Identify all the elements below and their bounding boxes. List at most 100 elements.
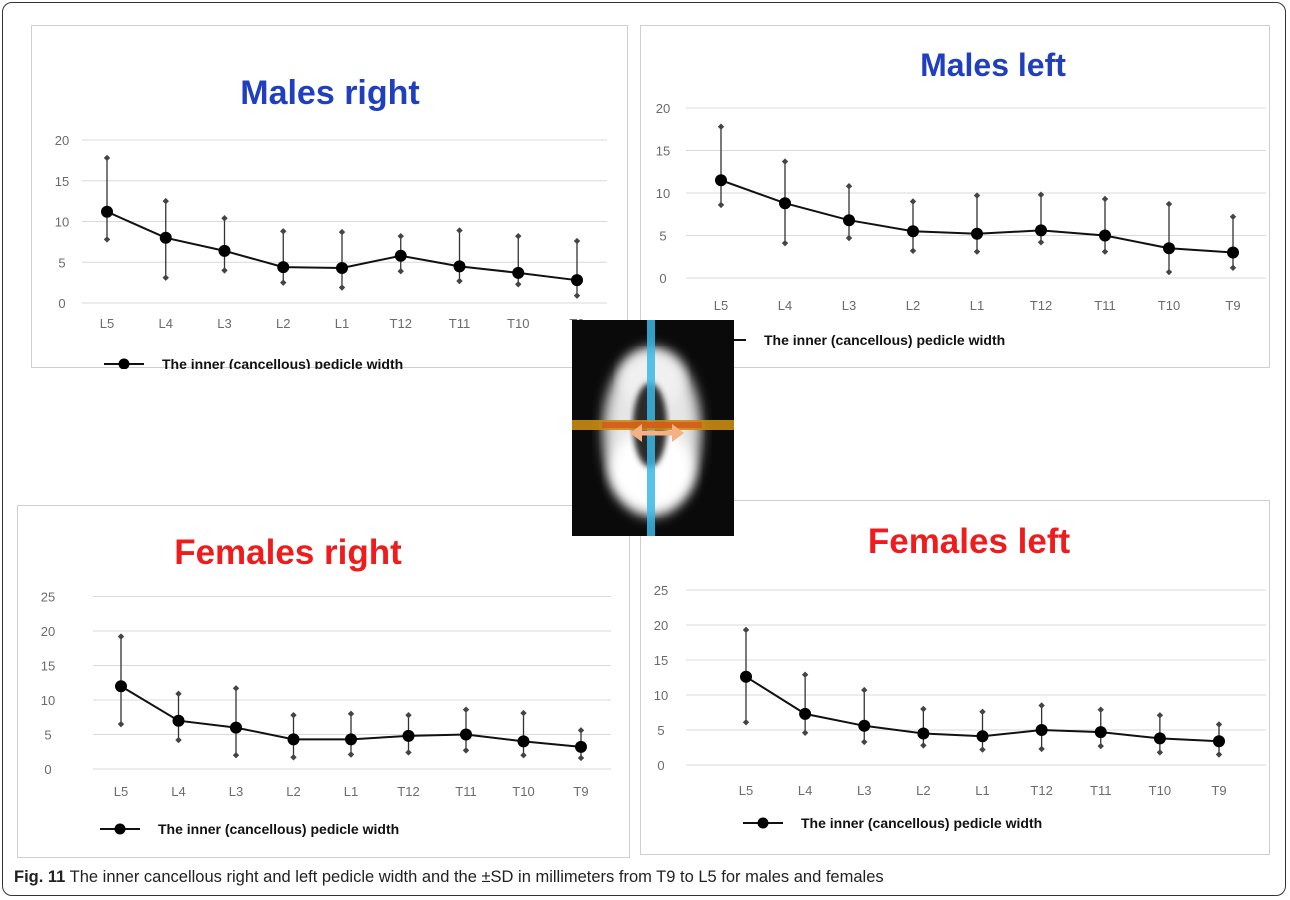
error-cap (462, 706, 470, 713)
error-cap (1229, 264, 1237, 271)
data-point (740, 670, 752, 683)
chart-svg: Males right05101520L5L4L3L2L1T12T11T10T9… (55, 74, 607, 369)
error-cap (920, 742, 927, 749)
error-cap (1038, 745, 1045, 753)
chart-males-right: Males right05101520L5L4L3L2L1T12T11T10T9… (31, 25, 628, 369)
x-tick-label: L2 (286, 784, 300, 799)
x-tick-label: T12 (397, 784, 419, 799)
legend-label: The inner (cancellous) pedicle width (158, 821, 399, 837)
error-cap (280, 279, 287, 286)
error-cap (861, 686, 868, 694)
y-tick-label: 0 (58, 296, 65, 311)
data-point (976, 730, 989, 743)
error-cap (103, 236, 111, 243)
x-tick-label: L2 (906, 298, 920, 313)
error-cap (162, 197, 169, 205)
y-tick-label: 0 (44, 762, 51, 777)
y-tick-label: 10 (654, 688, 668, 703)
y-tick-label: 10 (656, 186, 670, 201)
data-point (453, 260, 466, 273)
x-tick-label: T12 (1030, 298, 1052, 313)
error-cap (973, 248, 981, 255)
y-tick-label: 20 (41, 624, 55, 639)
chart-males-left: Males left 0 5 10 15 20 L5 L4 L3 L2 L1 T12 T11 T10 T9 T… (640, 25, 1270, 368)
error-cap (347, 751, 355, 758)
chart-svg: Females right 0 5 10 15 20 25 L5 L4 L3 L2 L1 T12 T11 T… (41, 533, 611, 837)
data-point (336, 261, 348, 274)
y-tick-label: 0 (657, 758, 664, 773)
error-cap (117, 633, 125, 640)
x-tick-label: L4 (798, 783, 812, 798)
error-cap (1101, 195, 1109, 203)
error-cap (742, 719, 750, 726)
data-point (394, 249, 407, 262)
error-cap (103, 154, 111, 162)
error-cap (280, 228, 287, 235)
y-tick-label: 25 (654, 583, 668, 598)
error-cap (175, 690, 182, 697)
data-point (218, 244, 231, 257)
error-cap (845, 234, 853, 242)
error-cap (1229, 213, 1237, 220)
chart-title: Males right (240, 74, 419, 112)
data-point (1163, 242, 1175, 255)
x-tick-label: T12 (390, 316, 412, 331)
error-cap (845, 183, 853, 190)
error-cap (221, 215, 228, 222)
x-tick-label: L4 (171, 784, 185, 799)
error-cap (1097, 742, 1104, 750)
y-tick-label: 5 (659, 229, 666, 244)
x-tick-label: L5 (739, 783, 753, 798)
data-point (571, 274, 583, 287)
data-point (779, 197, 791, 210)
y-tick-label: 25 (41, 590, 55, 605)
y-tick-label: 15 (654, 653, 668, 668)
data-point (277, 261, 290, 274)
error-cap (1038, 702, 1045, 709)
error-cap (347, 710, 355, 717)
x-tick-label: T10 (1158, 298, 1180, 313)
error-cap (405, 749, 412, 756)
legend-label: The inner (cancellous) pedicle width (801, 815, 1042, 831)
data-point (1035, 724, 1048, 736)
y-tick-label: 15 (55, 174, 69, 189)
data-point (843, 214, 855, 227)
error-cap (462, 747, 470, 754)
error-cap (573, 292, 581, 299)
error-cap (577, 727, 585, 734)
legend-marker (114, 823, 126, 835)
error-cap (861, 738, 868, 746)
error-cap (520, 709, 527, 717)
data-point (172, 714, 185, 727)
x-tick-label: L2 (916, 783, 930, 798)
y-tick-label: 15 (41, 659, 55, 674)
data-point (517, 735, 530, 748)
error-cap (221, 267, 228, 274)
error-cap (920, 705, 927, 713)
data-point (1213, 735, 1225, 748)
data-point (402, 729, 415, 742)
error-cap (1156, 712, 1164, 719)
data-point (907, 225, 919, 238)
x-tick-label: L1 (970, 298, 984, 313)
error-cap (1156, 749, 1164, 756)
x-tick-label: L4 (159, 316, 173, 331)
x-tick-label: L3 (229, 784, 243, 799)
chart-females-right: Females right 0 5 10 15 20 25 L5 L4 L3 L2 L1 T12 T11 T… (17, 505, 630, 858)
y-tick-label: 5 (58, 255, 65, 270)
error-cap (909, 247, 917, 254)
error-cap (742, 626, 750, 634)
y-tick-label: 15 (656, 144, 670, 159)
x-tick-label: T10 (507, 316, 529, 331)
pedicle-ct-image (572, 320, 734, 536)
x-tick-label: L2 (276, 316, 290, 331)
error-cap (456, 277, 463, 285)
x-tick-label: T9 (1211, 783, 1226, 798)
error-cap (909, 198, 917, 205)
x-tick-label: T10 (512, 784, 534, 799)
error-cap (338, 228, 346, 236)
y-tick-label: 5 (657, 723, 664, 738)
x-tick-label: T12 (1030, 783, 1052, 798)
y-tick-label: 10 (41, 693, 55, 708)
error-cap (397, 268, 404, 275)
